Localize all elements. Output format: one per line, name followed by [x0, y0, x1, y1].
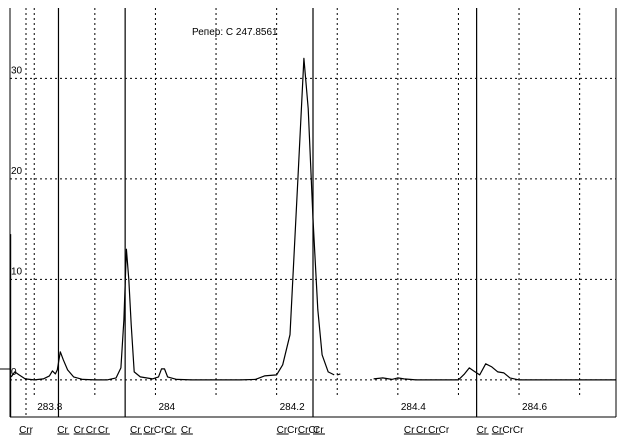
element-label: Cr [86, 425, 97, 436]
element-label: Cr [404, 425, 415, 436]
element-label: Cr [165, 425, 176, 436]
element-label: CrCr [143, 425, 165, 436]
y-tick-label: 30 [11, 65, 23, 76]
element-label: Cr [313, 425, 324, 436]
reference-annotation: Репер: С 247.8561 [192, 27, 278, 38]
element-label: CrCr [277, 425, 299, 436]
element-label: Cr [477, 425, 488, 436]
spectrum-line-segment [373, 363, 616, 381]
x-tick-label: 284.6 [522, 402, 547, 413]
x-tick-labels: 283.8 284 284.2 284.4 284.6 [37, 402, 547, 413]
element-label: Cr [416, 425, 427, 436]
spectrum-line-segment [337, 373, 341, 376]
element-label: Cr [130, 425, 141, 436]
spectrum-line-segment [10, 57, 335, 381]
element-label: Cr [57, 425, 68, 436]
vertical-markers [10, 8, 478, 417]
element-labels: Crr Cr Cr Cr Cr Cr CrCr Cr Cr CrCr CrCrCr Cr Cr CrCr C… [19, 425, 524, 436]
element-label: Cr [74, 425, 85, 436]
y-tick-label: 0 [11, 367, 17, 378]
x-tick-label: 283.8 [37, 402, 62, 413]
x-tick-label: 284 [158, 402, 175, 413]
x-tick-label: 284.2 [280, 402, 305, 413]
element-label: Cr [98, 425, 109, 436]
grid [10, 8, 616, 416]
axes [0, 8, 617, 418]
element-label: CrCrCr [492, 425, 524, 436]
element-label: Cr [181, 425, 192, 436]
y-tick-label: 10 [11, 266, 23, 277]
y-tick-label: 20 [11, 166, 23, 177]
x-tick-label: 284.4 [401, 402, 426, 413]
element-label: CrCr [428, 425, 450, 436]
y-tick-labels: 0 10 20 30 [11, 65, 23, 378]
spectrum-series [10, 57, 616, 381]
element-label: Crr [19, 425, 34, 436]
element-label: CrCr [298, 425, 320, 436]
